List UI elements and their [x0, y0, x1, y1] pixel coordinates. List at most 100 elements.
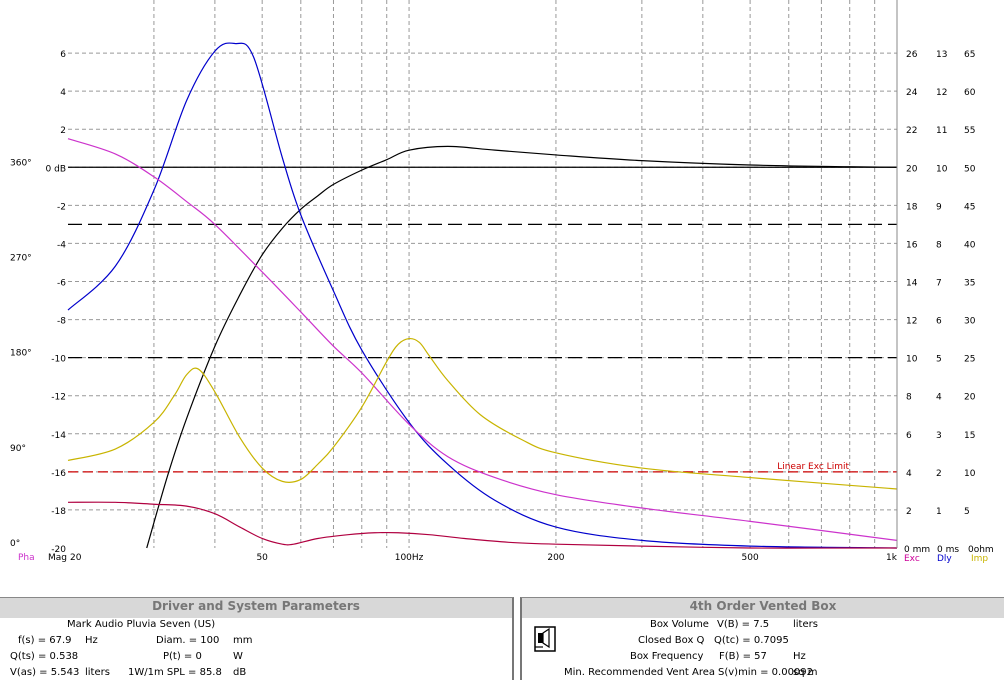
dly-tick-label: 8 — [936, 240, 942, 250]
param-pt-unit: W — [233, 651, 243, 662]
vent-area-value: S(v)min = 0.00092 — [718, 667, 814, 678]
series-phase — [67, 138, 898, 541]
mag-tick-label: -8 — [57, 317, 66, 327]
param-spl: 1W/1m SPL = 85.8 — [128, 667, 222, 678]
series-magnitude — [146, 145, 898, 549]
phase-tick-label: 270° — [10, 253, 32, 263]
box-volume-label: Box Volume — [650, 619, 709, 630]
exc-tick-label: 2 — [906, 507, 912, 517]
imp-tick-label: 65 — [964, 50, 975, 60]
mag-tick-label: -18 — [51, 507, 66, 517]
param-fs-unit: Hz — [85, 635, 98, 646]
imp-tick-label: 50 — [964, 164, 976, 174]
param-qts: Q(ts) = 0.538 — [10, 651, 79, 662]
param-pt: P(t) = 0 — [163, 651, 202, 662]
mag-tick-label: -2 — [57, 202, 66, 212]
right-unit-label: 0 ms — [937, 545, 959, 555]
imp-tick-label: 60 — [964, 88, 976, 98]
vent-area-label: Min. Recommended Vent Area — [564, 667, 716, 678]
chart: Linear Exc Limit 6 4 2 0 dB -2 -4 -6 -8 -10 -12 -1… — [10, 0, 994, 564]
right-unit-label: 0ohm — [968, 545, 994, 555]
imp-tick-label: 40 — [964, 240, 976, 250]
exc-tick-label: 22 — [906, 126, 917, 136]
imp-tick-label: 20 — [964, 393, 976, 403]
vented-box-icon — [534, 626, 556, 652]
phase-tick-label: 360° — [10, 158, 32, 168]
exc-tick-label: 4 — [906, 469, 912, 479]
imp-tick-label: 25 — [964, 355, 975, 365]
mag-tick-label: -4 — [57, 240, 66, 250]
series-group — [67, 42, 898, 549]
phase-tick-label: 180° — [10, 349, 32, 359]
dly-tick-label: 10 — [936, 164, 948, 174]
param-diam: Diam. = 100 — [156, 635, 220, 646]
exc-tick-label: 24 — [906, 88, 918, 98]
panel-body: Box Volume V(B) = 7.5 liters Closed Box … — [522, 618, 1004, 680]
mag-axis-name: Mag — [48, 553, 67, 563]
series-group-delay — [67, 501, 897, 549]
mag-tick-label: -6 — [57, 279, 66, 289]
imp-tick-label: 15 — [964, 431, 975, 441]
box-parameters-panel[interactable]: 4th Order Vented Box Box Volume V(B) = 7… — [520, 597, 1004, 680]
exc-tick-label: 12 — [906, 317, 917, 327]
param-diam-unit: mm — [233, 635, 253, 646]
reference-line-label: Linear Exc Limit — [777, 462, 849, 472]
imp-tick-label: 45 — [964, 202, 975, 212]
exc-tick-label: 20 — [906, 164, 918, 174]
phase-tick-label: 90° — [10, 444, 26, 454]
exc-tick-label: 10 — [906, 355, 918, 365]
box-volume-unit: liters — [793, 619, 818, 630]
x-tick-label: 200 — [547, 553, 564, 563]
exc-tick-label: 18 — [906, 202, 918, 212]
series-impedance — [67, 337, 898, 490]
mag-tick-label: 2 — [60, 126, 66, 136]
mag-tick-label: -14 — [51, 431, 66, 441]
panel-title: Driver and System Parameters — [152, 599, 360, 613]
dly-tick-label: 6 — [936, 317, 942, 327]
exc-tick-label: 16 — [906, 240, 918, 250]
exc-tick-label: 14 — [906, 279, 918, 289]
driver-parameters-panel[interactable]: Driver and System Parameters Mark Audio … — [0, 597, 514, 680]
panel-body: Mark Audio Pluvia Seven (US) f(s) = 67.9… — [0, 618, 512, 680]
box-frequency-value: F(B) = 57 — [719, 651, 767, 662]
box-frequency-label: Box Frequency — [630, 651, 704, 662]
mag-tick-label: -12 — [51, 393, 66, 403]
right-axis-name: Imp — [971, 554, 988, 564]
right-axis-name: Dly — [937, 554, 952, 564]
mag-tick-label: 0 dB — [46, 164, 66, 174]
x-tick-label: 50 — [256, 553, 268, 563]
driver-name: Mark Audio Pluvia Seven (US) — [67, 619, 216, 630]
dly-tick-label: 1 — [936, 507, 942, 517]
imp-tick-label: 35 — [964, 279, 975, 289]
dly-tick-label: 5 — [936, 355, 942, 365]
x-tick-label: 20 — [70, 553, 82, 563]
imp-tick-label: 55 — [964, 126, 975, 136]
mag-tick-label: -10 — [51, 355, 66, 365]
box-frequency-unit: Hz — [793, 651, 806, 662]
imp-tick-label: 5 — [964, 507, 970, 517]
gridlines — [68, 0, 897, 548]
imp-tick-label: 30 — [964, 317, 976, 327]
box-volume-value: V(B) = 7.5 — [717, 619, 770, 630]
mag-tick-label: -16 — [51, 469, 66, 479]
panel-title: 4th Order Vented Box — [689, 599, 837, 613]
vent-area-unit: sq m — [793, 667, 818, 678]
right-unit-label: 0 mm — [904, 545, 930, 555]
dly-tick-label: 9 — [936, 202, 942, 212]
dly-tick-label: 4 — [936, 393, 942, 403]
closed-box-q-value: Q(tc) = 0.7095 — [714, 635, 789, 646]
exc-tick-label: 8 — [906, 393, 912, 403]
x-tick-label: 1k — [886, 553, 898, 563]
dly-tick-label: 2 — [936, 469, 942, 479]
mag-tick-label: 4 — [60, 88, 66, 98]
dly-tick-label: 3 — [936, 431, 942, 441]
right-axis-name: Exc — [904, 554, 920, 564]
imp-tick-label: 10 — [964, 469, 976, 479]
dly-tick-label: 7 — [936, 279, 942, 289]
x-tick-label: 100Hz — [395, 553, 424, 563]
dly-tick-label: 12 — [936, 88, 947, 98]
phase-tick-label: 0° — [10, 539, 20, 549]
param-vas: V(as) = 5.543 — [10, 667, 80, 678]
x-tick-label: 500 — [742, 553, 759, 563]
